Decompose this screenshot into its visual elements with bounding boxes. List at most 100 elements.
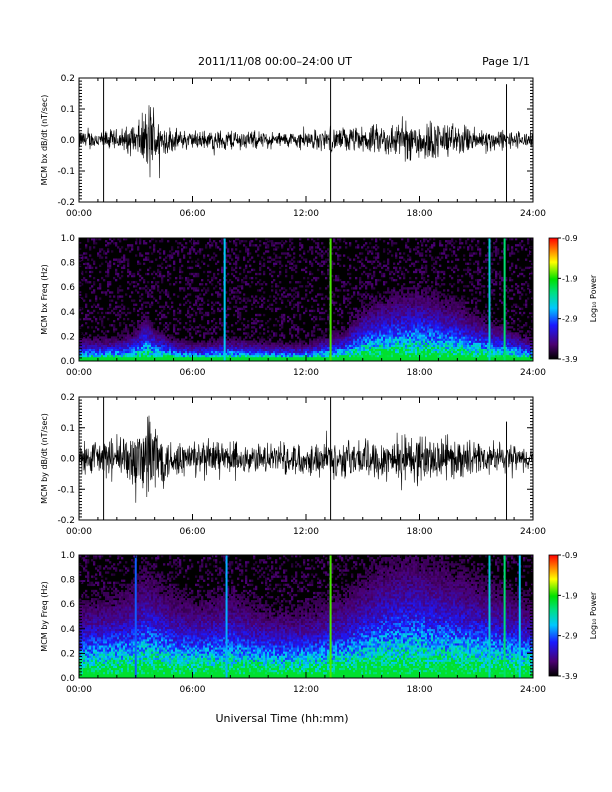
spectrogram-cell — [87, 263, 89, 265]
spectrogram-cell — [107, 341, 109, 343]
spectrogram-cell — [197, 306, 199, 308]
spectrogram-cell — [371, 314, 373, 316]
spectrogram-cell — [175, 349, 177, 351]
spectrogram-cell — [293, 357, 295, 359]
spectrogram-cell — [91, 326, 93, 328]
spectrogram-cell — [387, 338, 389, 340]
spectrogram-cell — [337, 314, 339, 316]
spectrogram-cell — [203, 263, 205, 265]
spectrogram-cell — [339, 336, 341, 338]
spectrogram-cell — [93, 330, 95, 332]
spectrogram-cell — [317, 246, 319, 248]
spectrogram-cell — [85, 244, 87, 246]
spectrogram-cell — [123, 341, 125, 343]
spectrogram-cell — [357, 347, 359, 349]
spectrogram-cell — [393, 338, 395, 340]
spectrogram-cell — [161, 289, 163, 291]
spectrogram-cell — [99, 341, 101, 343]
spectrogram-cell — [381, 338, 383, 340]
spectrogram-cell — [405, 293, 407, 295]
spectrogram-cell — [419, 341, 421, 343]
spectrogram-cell — [129, 324, 131, 326]
spectrogram-cell — [391, 336, 393, 338]
spectrogram-cell — [181, 287, 183, 289]
spectrogram-cell — [383, 304, 385, 306]
spectrogram-cell — [375, 281, 377, 283]
spectrogram-cell — [265, 250, 267, 252]
spectrogram-cell — [311, 265, 313, 267]
spectrogram-cell — [189, 324, 191, 326]
spectrogram-cell — [95, 338, 97, 340]
spectrogram-cell — [371, 285, 373, 287]
spectrogram-cell — [271, 281, 273, 283]
spectrogram-cell — [275, 310, 277, 312]
spectrogram-cell — [363, 349, 365, 351]
spectrogram-cell — [411, 357, 413, 359]
spectrogram-cell — [99, 248, 101, 250]
spectrogram-cell — [193, 242, 195, 244]
spectrogram-cell — [235, 242, 237, 244]
spectrogram-cell — [117, 341, 119, 343]
spectrogram-cell — [155, 353, 157, 355]
spectrogram-cell — [297, 355, 299, 357]
spectrogram-cell — [401, 297, 403, 299]
spectrogram-cell — [263, 343, 265, 345]
spectrogram-cell — [359, 349, 361, 351]
spectrogram-cell — [157, 347, 159, 349]
spectrogram-cell — [389, 349, 391, 351]
spectrogram-cell — [417, 353, 419, 355]
spectrogram-cell — [365, 297, 367, 299]
spectrogram-cell — [355, 240, 357, 242]
spectrogram-cell — [135, 242, 137, 244]
spectrogram-cell — [395, 318, 397, 320]
spectrogram-cell — [151, 355, 153, 357]
spectrogram-cell — [399, 345, 401, 347]
spectrogram-cell — [359, 277, 361, 279]
spectrogram-cell — [103, 349, 105, 351]
spectrogram-cell — [87, 326, 89, 328]
spectrogram-cell — [303, 353, 305, 355]
spectrogram-cell — [173, 336, 175, 338]
spectrogram-cell — [425, 287, 427, 289]
spectrogram-cell — [283, 349, 285, 351]
spectrogram-cell — [409, 310, 411, 312]
spectrogram-cell — [349, 355, 351, 357]
spectrogram-cell — [243, 259, 245, 261]
spectrogram-cell — [215, 332, 217, 334]
spectrogram-cell — [215, 242, 217, 244]
spectrogram-cell — [243, 357, 245, 359]
spectrogram-cell — [275, 318, 277, 320]
spectrogram-cell — [267, 349, 269, 351]
spectrogram-cell — [341, 285, 343, 287]
spectrogram-cell — [199, 252, 201, 254]
spectrogram-cell — [191, 261, 193, 263]
spectrogram-cell — [137, 330, 139, 332]
spectrogram-cell — [373, 330, 375, 332]
spectrogram-cell — [159, 322, 161, 324]
spectrogram-cell — [423, 259, 425, 261]
spectrogram-cell — [385, 320, 387, 322]
spectrogram-cell — [313, 347, 315, 349]
spectrogram-cell — [361, 330, 363, 332]
spectrogram-cell — [199, 343, 201, 345]
spectrogram-cell — [395, 308, 397, 310]
spectrogram-cell — [139, 343, 141, 345]
spectrogram-cell — [137, 343, 139, 345]
spectrogram-cell — [375, 357, 377, 359]
spectrogram-cell — [363, 302, 365, 304]
spectrogram-cell — [363, 338, 365, 340]
spectrogram-cell — [115, 353, 117, 355]
spectrogram-cell — [361, 338, 363, 340]
spectrogram-cell — [397, 304, 399, 306]
spectrogram-cell — [113, 320, 115, 322]
spectrogram-cell — [353, 357, 355, 359]
spectrogram-cell — [425, 304, 427, 306]
spectrogram-cell — [179, 277, 181, 279]
spectrogram-cell — [395, 256, 397, 258]
spectrogram-cell — [403, 277, 405, 279]
spectrogram-cell — [423, 308, 425, 310]
spectrogram-cell — [299, 316, 301, 318]
spectrogram-cell — [395, 334, 397, 336]
spectrogram-cell — [355, 338, 357, 340]
spectrogram-cell — [281, 302, 283, 304]
